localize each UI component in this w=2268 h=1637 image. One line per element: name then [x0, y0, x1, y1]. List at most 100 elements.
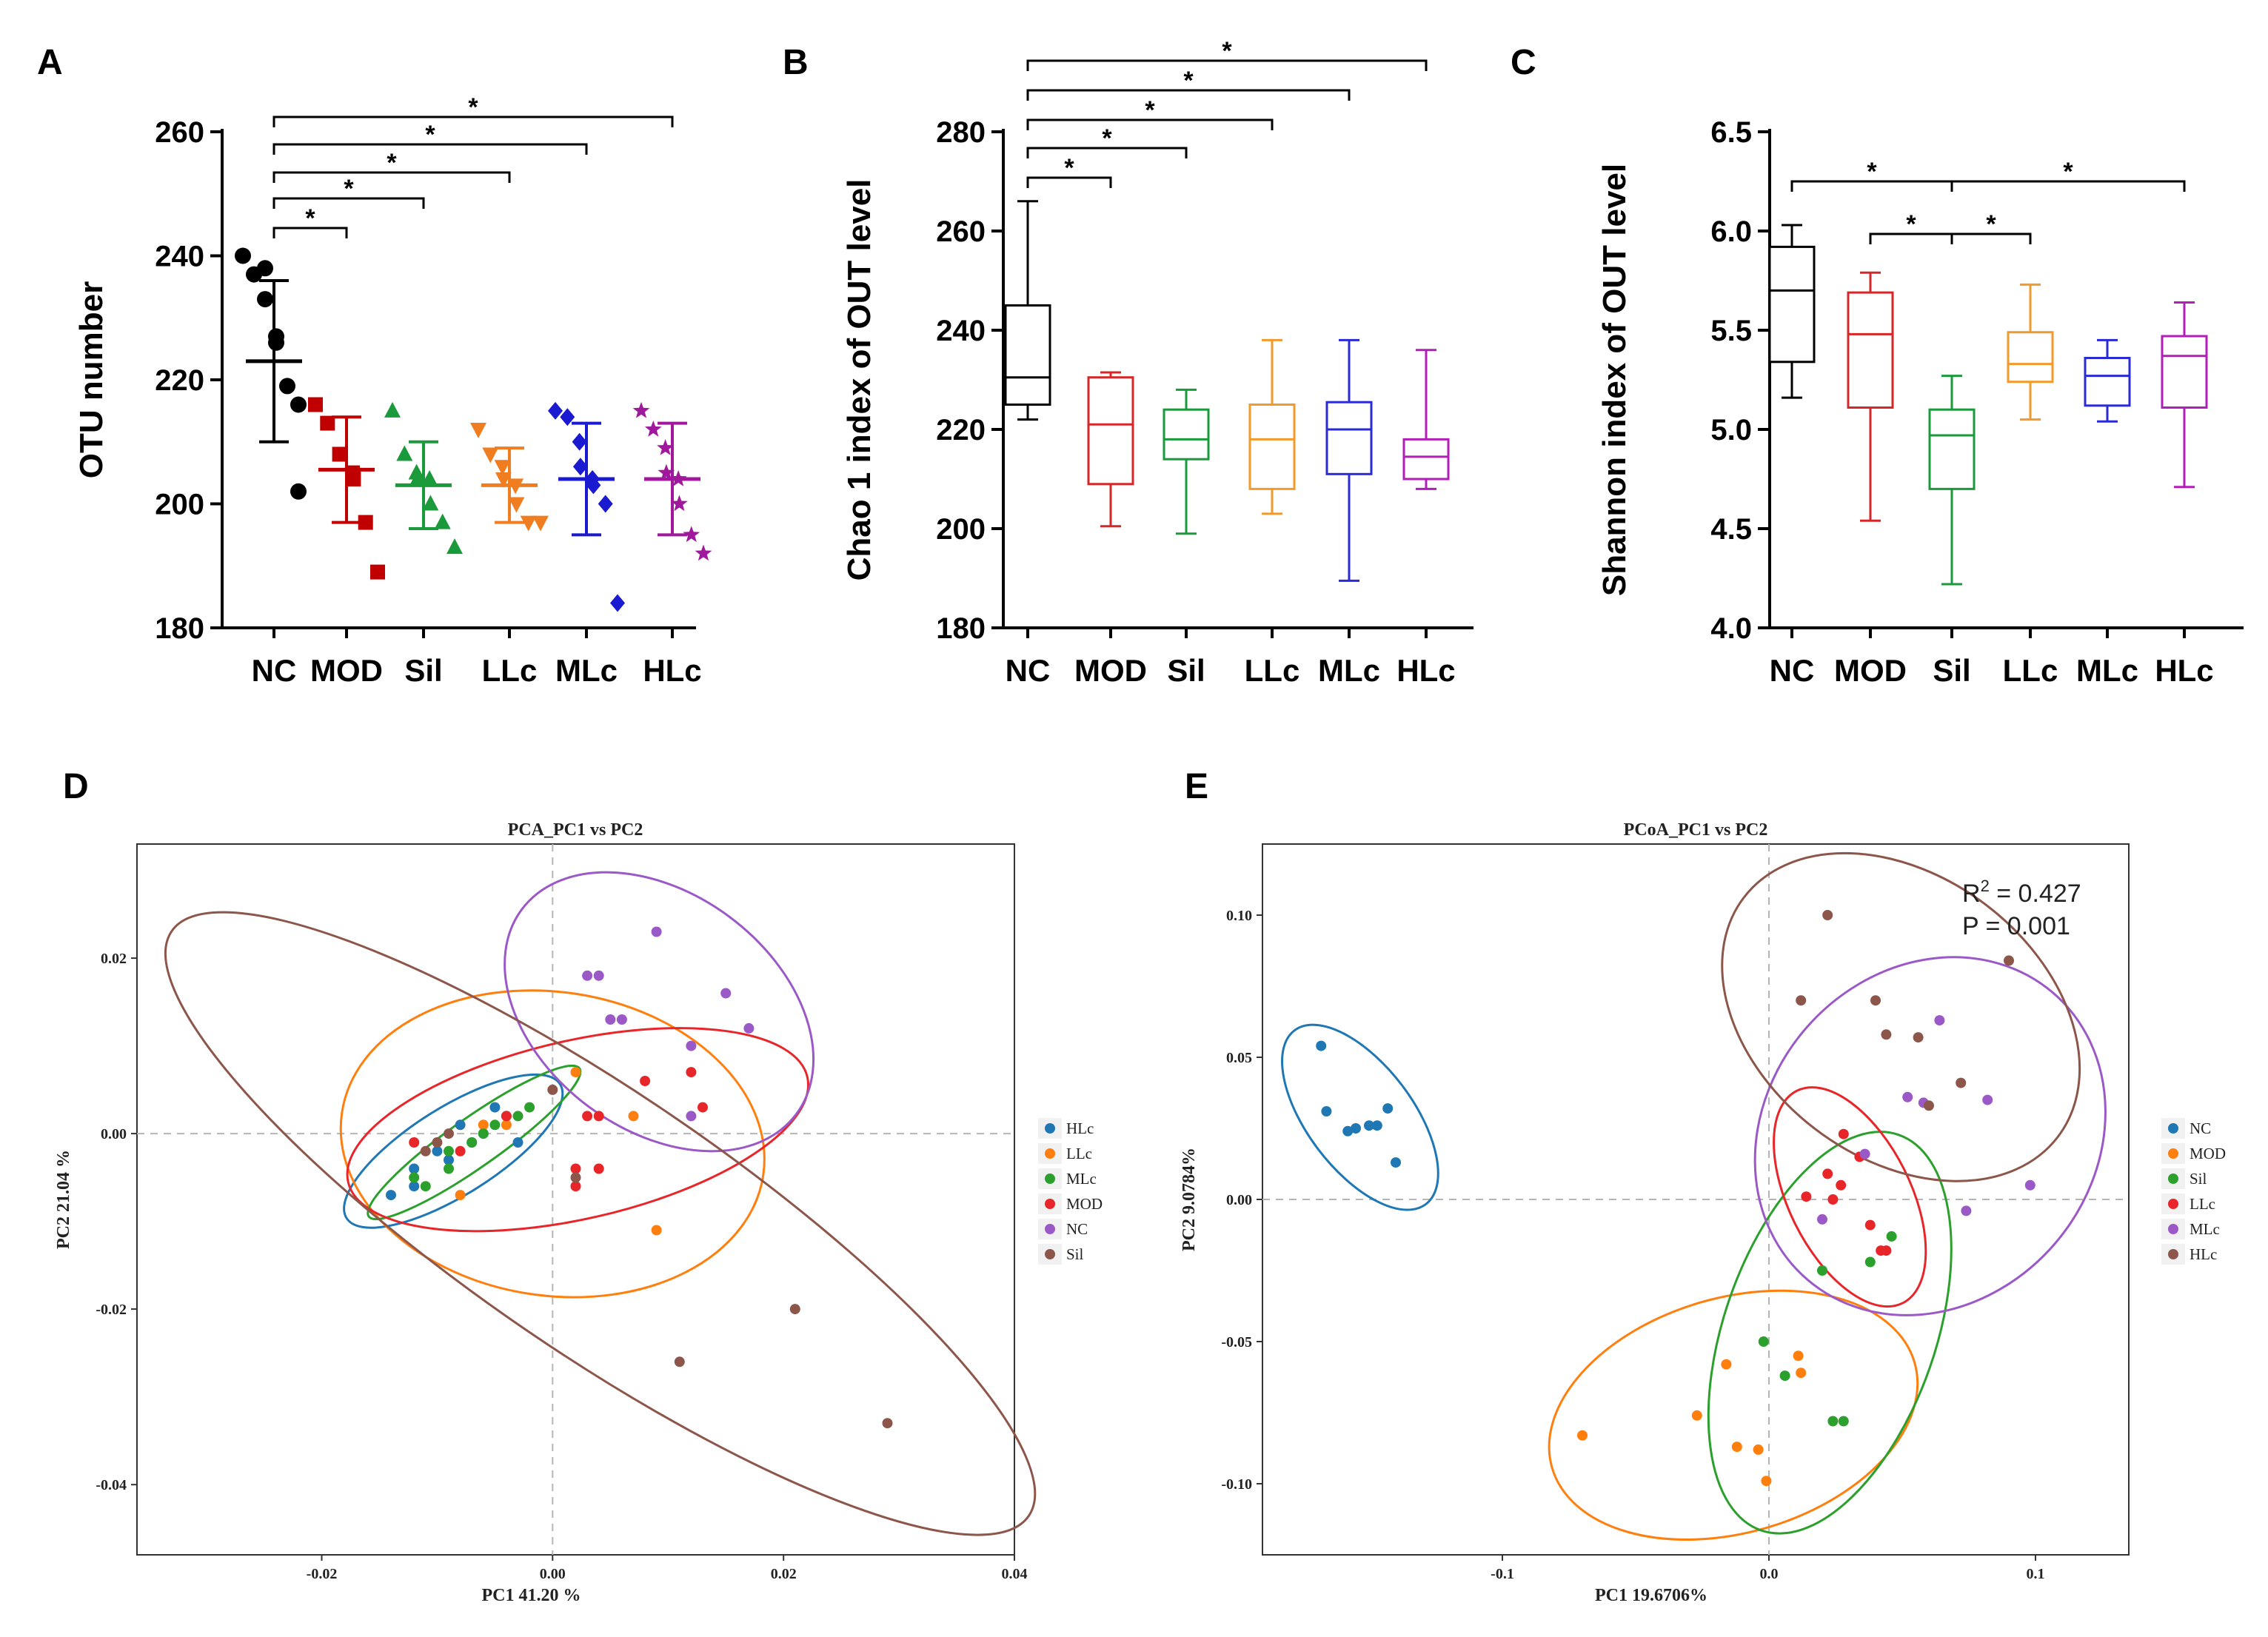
panel-e: E PCoA_PC1 vs PC2 -0.1 0.0 0.1 -0.10 -0.05 0.00…: [1180, 767, 2226, 1605]
data-point: [1827, 1194, 1839, 1205]
data-point: [1801, 1191, 1812, 1202]
data-point: [882, 1418, 893, 1429]
data-point: [489, 1119, 501, 1131]
data-point: [593, 970, 604, 981]
data-point: [1902, 1091, 1913, 1102]
data-point: [598, 495, 613, 513]
x-category-label: MOD: [310, 653, 383, 688]
y-tick-label: 280: [936, 116, 986, 149]
data-point: [1864, 1256, 1876, 1268]
data-point: [616, 1014, 627, 1025]
iqr-box: [1325, 401, 1373, 475]
data-point: [570, 1163, 581, 1174]
y-tick-label: -0.05: [1221, 1334, 1252, 1350]
x-category-label: NC: [252, 653, 297, 688]
data-point: [494, 460, 511, 476]
data-point: [743, 1022, 755, 1034]
data-point: [455, 1190, 466, 1201]
significance-bracket: [272, 227, 348, 238]
data-point: [548, 401, 563, 420]
confidence-ellipse: [504, 871, 815, 1153]
data-point: [1827, 1416, 1839, 1427]
iqr-box: [1402, 438, 1450, 481]
legend-marker: [2168, 1199, 2178, 1209]
x-category-label: Sil: [1167, 653, 1205, 688]
panel-label: B: [783, 43, 809, 82]
data-point: [422, 495, 439, 511]
data-point: [432, 1145, 443, 1156]
data-point: [570, 1172, 581, 1183]
data-point: [495, 472, 512, 488]
y-tick-label: -0.02: [96, 1302, 127, 1318]
y-tick-label: 240: [936, 315, 986, 347]
y-tick-label: 200: [936, 513, 986, 546]
confidence-ellipse: [1773, 1086, 1927, 1308]
data-point: [386, 1190, 396, 1201]
plot-title: PCoA_PC1 vs PC2: [1624, 820, 1768, 840]
confidence-ellipse: [1753, 956, 2107, 1316]
legend-marker: [1045, 1199, 1055, 1209]
data-point: [593, 1111, 604, 1122]
data-point: [1758, 1336, 1769, 1347]
data-point: [482, 447, 499, 463]
y-axis-title: Shannon index of OUT level: [1596, 164, 1633, 596]
significance-star: *: [1183, 67, 1194, 95]
significance-star: *: [387, 149, 397, 177]
data-point: [290, 396, 307, 413]
x-tick-label: 0.1: [2027, 1566, 2045, 1582]
iqr-box: [2007, 331, 2054, 384]
data-point: [1864, 1219, 1876, 1231]
confidence-ellipse: [1281, 1023, 1439, 1211]
data-point: [651, 1225, 662, 1236]
panel-label: A: [37, 43, 63, 82]
x-category-label: MLc: [1318, 653, 1380, 688]
data-point: [532, 515, 549, 532]
y-tick-label: 0.00: [101, 1126, 127, 1142]
legend-marker: [2168, 1224, 2178, 1234]
data-point: [657, 439, 674, 455]
x-category-label: HLc: [1396, 653, 1455, 688]
significance-star: *: [425, 121, 435, 149]
data-point: [1761, 1476, 1772, 1487]
significance-bracket: [1026, 89, 1351, 101]
y-tick-label: 220: [155, 364, 204, 397]
data-point: [1924, 1100, 1934, 1111]
x-category-label: MOD: [1834, 653, 1907, 688]
data-point: [640, 1076, 651, 1086]
data-point: [478, 1128, 489, 1139]
data-point: [1316, 1040, 1327, 1051]
data-point: [1793, 1350, 1804, 1362]
iqr-box: [1248, 404, 1296, 490]
data-point: [582, 970, 593, 981]
data-point: [508, 497, 525, 513]
data-point: [686, 1040, 697, 1051]
data-point: [2024, 1179, 2035, 1191]
data-point: [695, 544, 712, 561]
data-point: [257, 291, 273, 308]
legend-marker: [2168, 1148, 2178, 1159]
data-point: [1364, 1120, 1374, 1131]
data-point: [1577, 1430, 1588, 1441]
r2-exponent: 2: [1981, 877, 1990, 895]
data-point: [572, 458, 588, 476]
y-tick-label: 200: [155, 489, 204, 521]
y-tick-label: 220: [936, 414, 986, 446]
data-point: [478, 1119, 489, 1131]
data-point: [384, 401, 401, 418]
data-point: [658, 463, 675, 481]
data-point: [1796, 995, 1807, 1006]
data-point: [1817, 1213, 1827, 1225]
significance-bracket: [1026, 59, 1428, 71]
x-category-label: NC: [1006, 653, 1051, 688]
x-category-label: LLc: [2003, 653, 2058, 688]
data-point: [570, 1181, 581, 1192]
data-point: [671, 495, 688, 512]
data-point: [409, 1163, 420, 1174]
y-tick-label: -0.10: [1221, 1476, 1252, 1493]
data-point: [674, 1356, 685, 1367]
data-point: [346, 472, 361, 486]
legend-label: MOD: [1066, 1195, 1103, 1213]
plot-title: PCA_PC1 vs PC2: [508, 820, 643, 840]
data-point: [290, 483, 307, 500]
data-point: [421, 470, 438, 486]
